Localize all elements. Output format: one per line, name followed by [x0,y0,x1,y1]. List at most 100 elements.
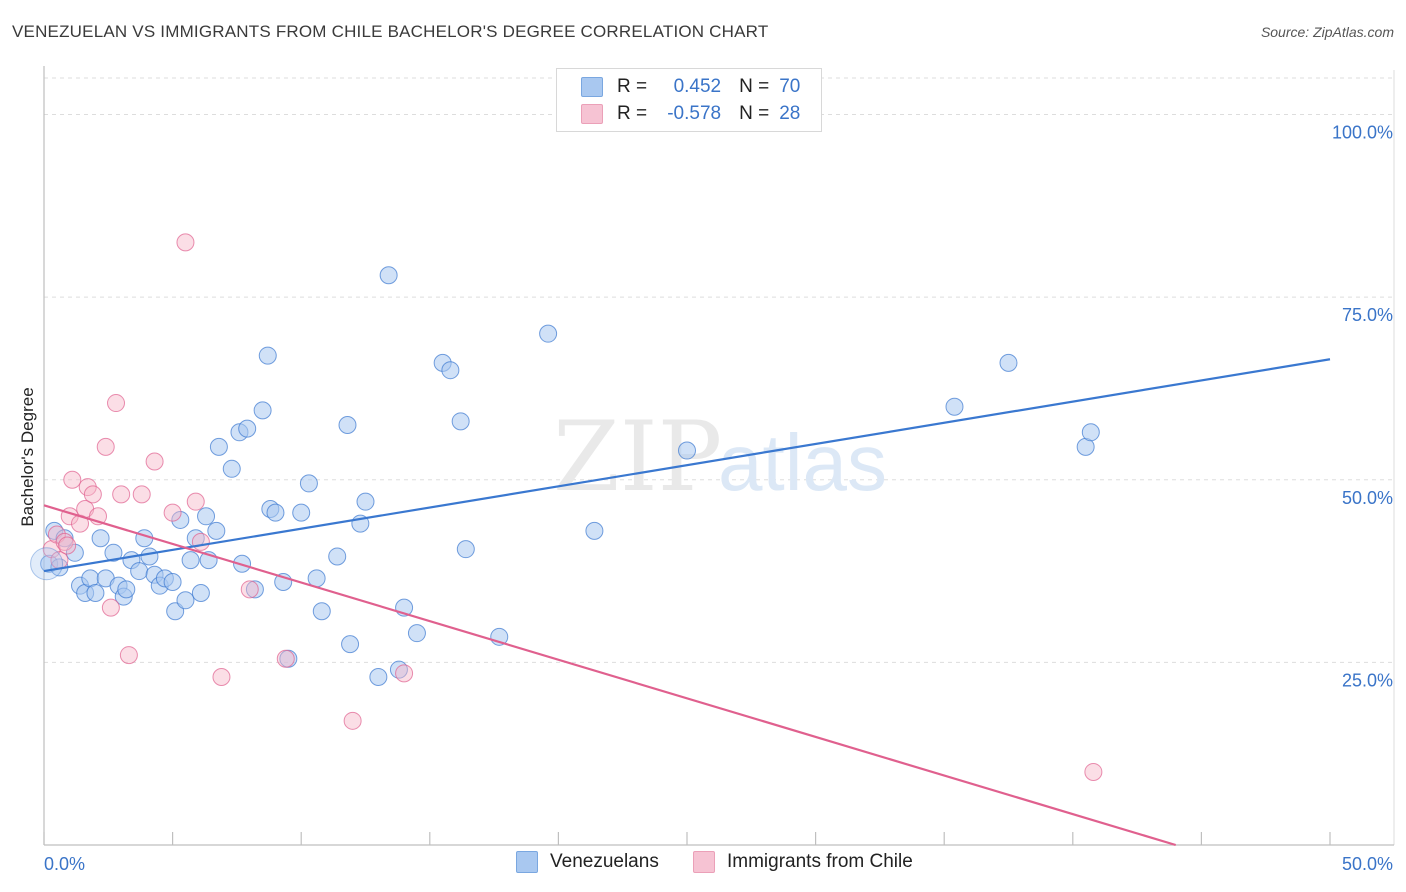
venezuelan-point [539,324,558,343]
chile-point [47,525,66,544]
series-legend-venezuelans[interactable]: Venezuelans [516,851,659,873]
venezuelan-point [266,503,285,522]
venezuelan-point [245,580,264,599]
x-tick-label: 0.0% [44,854,85,874]
venezuelan-point [341,635,360,654]
y-tick-label: 25.0% [1342,670,1393,690]
chile-point [191,532,210,551]
venezuelan-point [104,543,123,562]
legend-n-value: 28 [779,103,801,124]
legend-r-label: R = [617,103,648,124]
venezuelan-point [171,510,190,529]
venezuelan-point [338,415,357,434]
chile-point [119,646,138,665]
legend-swatch-blue [516,851,538,873]
venezuelan-point [140,547,159,566]
venezuelan-point [197,507,216,526]
venezuelan-point [207,521,226,540]
trend-lines [43,358,1331,847]
legend-swatch-blue [581,77,603,97]
chile-point [1084,762,1103,781]
legend-r-label: R = [617,76,648,97]
chile-point [276,649,295,668]
venezuelan-point [451,412,470,431]
venezuelan-point [945,397,964,416]
chile-point [107,394,126,413]
chile-point [163,503,182,522]
legend-n-label: N = [739,103,770,124]
source-label: Source: ZipAtlas.com [1260,24,1394,40]
venezuelan-point [407,624,426,643]
venezuelan-point [166,602,185,621]
y-axis-label: Bachelor's Degree [18,387,37,527]
data-points [30,233,1103,781]
chile-point [145,452,164,471]
legend-swatch-pink [693,851,715,873]
chile-point [212,667,231,686]
venezuelan-point [999,353,1018,372]
x-tick-label: 50.0% [1342,854,1393,874]
series-legend-chile[interactable]: Immigrants from Chile [693,851,913,873]
watermark: ZIP atlas [553,401,887,513]
venezuelan-point [328,547,347,566]
venezuelan-point [176,591,195,610]
chile-point [186,492,205,511]
venezuelan-point [312,602,331,621]
venezuelan-point [356,492,375,511]
tick-labels: 25.0% 50.0% 75.0% 100.0% 0.0% 50.0% [44,123,1393,874]
venezuelan-point [1081,423,1100,442]
venezuelan-point [456,540,475,559]
chile-point [63,470,82,489]
legend-r-value: 0.452 [673,76,722,97]
venezuelan-point [389,660,408,679]
venezuelan-point [65,543,84,562]
venezuelan-point [369,667,388,686]
y-tick-label: 100.0% [1332,123,1393,143]
venezuelan-point [91,529,110,548]
y-tick-label: 50.0% [1342,488,1393,508]
venezuelan-point [238,419,257,438]
axes [43,66,1395,846]
venezuelan-point-large [30,547,64,581]
chile-point [83,485,102,504]
chile-point [96,437,115,456]
y-tick-label: 75.0% [1342,305,1393,325]
chile-point [176,233,195,252]
chile-point [343,711,362,730]
venezuelan-point [209,437,228,456]
venezuelan-point [253,401,272,420]
legend-r-value: -0.578 [667,103,722,124]
chile-point [395,664,414,683]
venezuelan-point [678,441,696,460]
legend-row-chile: R = -0.578 N = 28 [581,101,800,127]
legend-swatch-pink [581,104,603,124]
venezuelan-point [163,573,182,592]
venezuelan-point [585,521,604,540]
watermark-atlas: atlas [718,418,887,507]
chile-point [132,485,151,504]
chile-point [112,485,131,504]
chart-title: VENEZUELAN VS IMMIGRANTS FROM CHILE BACH… [12,22,769,41]
legend-n-value: 70 [779,76,801,97]
chile-trend-line [43,504,1176,847]
legend-n-label: N = [739,76,770,97]
series-legend: Venezuelans Immigrants from Chile [0,851,1406,877]
venezuelan-point [191,583,210,602]
series-legend-label: Venezuelans [550,851,659,872]
series-legend-label: Immigrants from Chile [727,851,913,872]
venezuelan-point [292,503,311,522]
venezuelan-point [130,562,149,581]
venezuelan-point [299,474,318,493]
chile-point [58,536,77,555]
venezuelan-point [222,459,241,478]
venezuelan-trend-line [43,358,1331,573]
correlation-legend: R = 0.452 N = 70 R = -0.578 N = 28 [556,68,822,132]
chile-point [240,580,259,599]
venezuelan-point [181,551,200,570]
venezuelan-point [86,583,105,602]
venezuelan-point [379,266,398,285]
chile-point [101,598,120,617]
venezuelan-point [258,346,277,365]
legend-row-venezuelans: R = 0.452 N = 70 [581,74,800,100]
